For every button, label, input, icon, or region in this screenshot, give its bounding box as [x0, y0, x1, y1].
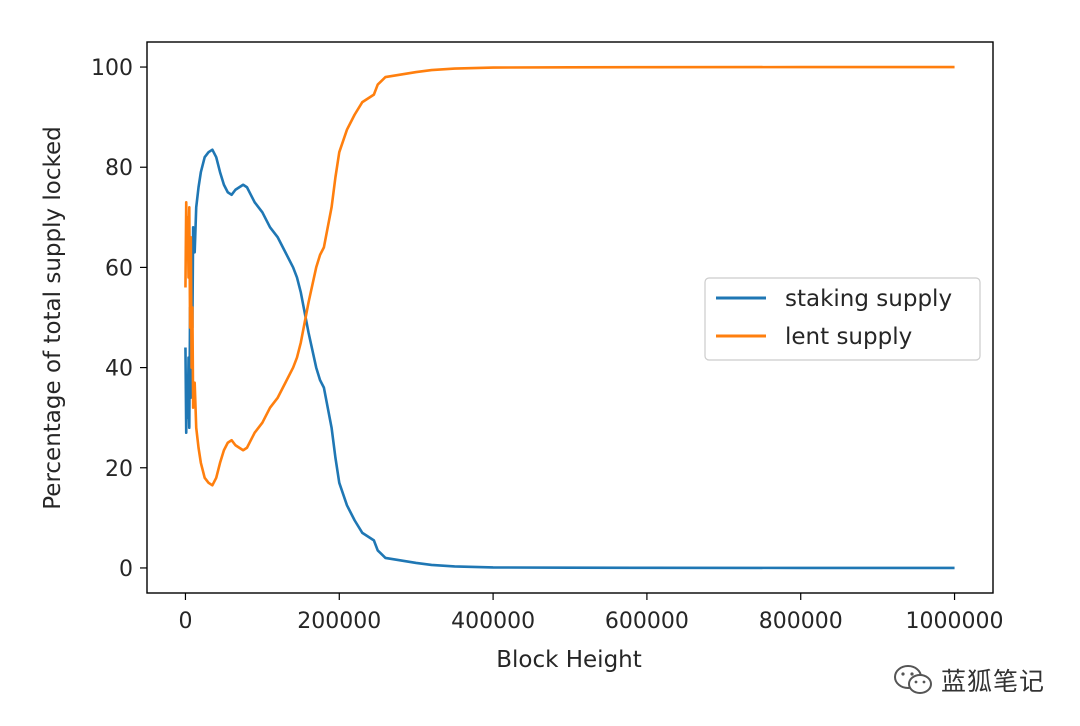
series-line-lent-supply: [184, 65, 955, 487]
x-tick-label: 200000: [297, 609, 381, 634]
y-tick-label: 60: [105, 256, 133, 281]
legend-box: [704, 277, 981, 361]
legend: staking supply lent supply: [704, 277, 981, 361]
y-tick-label: 80: [105, 156, 133, 181]
y-axis-title: Percentage of total supply locked: [40, 126, 66, 510]
x-tick-label: 1000000: [906, 609, 1004, 634]
y-tick-label: 0: [119, 557, 133, 582]
x-axis-title: Block Height: [496, 647, 642, 673]
y-tick-label: 40: [105, 357, 133, 382]
series-line-staking-supply: [184, 148, 955, 570]
x-axis: 0 200000 400000 600000 800000 1000000: [178, 593, 1004, 634]
x-tick-label: 400000: [451, 609, 535, 634]
legend-label-lent-supply: lent supply: [785, 324, 912, 350]
y-tick-label: 100: [91, 56, 133, 81]
watermark: 蓝狐笔记: [893, 660, 1063, 700]
y-axis: 0 20 40 60 80 100: [91, 56, 147, 582]
watermark-text: 蓝狐笔记: [941, 667, 1046, 696]
wechat-icon: [894, 665, 932, 694]
series-layer: [184, 65, 955, 570]
x-tick-label: 600000: [605, 609, 689, 634]
x-tick-label: 0: [178, 609, 192, 634]
x-tick-label: 800000: [759, 609, 843, 634]
y-tick-label: 20: [105, 457, 133, 482]
legend-label-staking-supply: staking supply: [785, 286, 952, 312]
